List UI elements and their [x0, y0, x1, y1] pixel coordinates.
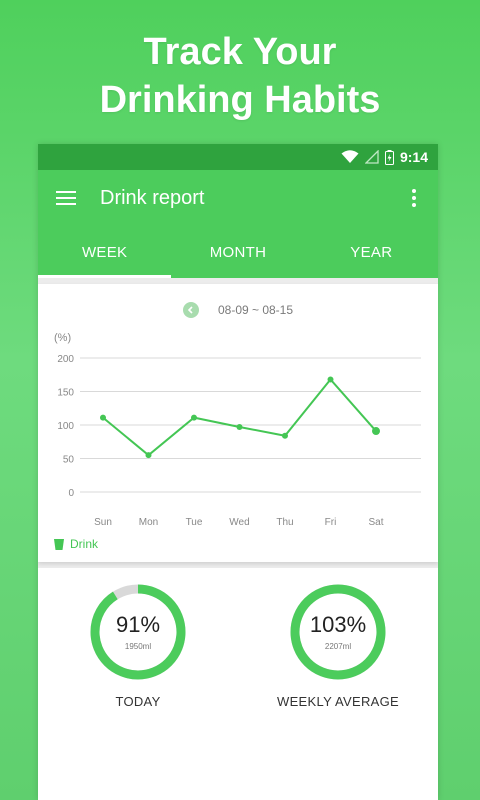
- data-point: [282, 432, 288, 439]
- promo-line-2: Drinking Habits: [99, 79, 381, 121]
- status-time: 9:14: [399, 149, 428, 165]
- x-tick-label: Fri: [325, 517, 337, 528]
- battery-icon: [384, 149, 394, 165]
- wifi-icon: [341, 150, 359, 164]
- data-point: [145, 452, 152, 459]
- x-tick-label: Mon: [139, 517, 158, 528]
- chart-legend: Drink: [54, 537, 98, 551]
- x-tick-label: Wed: [229, 517, 249, 528]
- data-point: [191, 414, 197, 421]
- more-vert-icon[interactable]: [402, 186, 426, 210]
- chevron-left-icon[interactable]: [182, 302, 199, 318]
- today-percent: 91%: [115, 612, 161, 637]
- tab-bar: WEEK MONTH YEAR: [38, 226, 438, 278]
- y-axis-unit: (%): [54, 332, 71, 344]
- today-amount: 1950ml: [124, 642, 152, 651]
- data-point: [327, 376, 334, 383]
- promo-headline: Track Your Drinking Habits: [0, 28, 480, 124]
- chart-card: 08-09 ~ 08-15 (%) 200 150 100 50 0 Sun Mon Tue We…: [38, 284, 438, 562]
- data-point: [372, 427, 380, 436]
- phone-screen: 9:14 Drink report WEEK MONTH YEAR 08-09 …: [38, 144, 438, 800]
- y-tick-label: 200: [57, 354, 74, 365]
- weekly-progress-ring: 103% 2207ml: [288, 582, 388, 682]
- tab-month[interactable]: MONTH: [209, 243, 267, 261]
- weekly-amount: 2207ml: [324, 642, 352, 651]
- today-stat: 91% 1950ml TODAY: [68, 582, 208, 709]
- app-bar: Drink report: [38, 170, 438, 226]
- today-progress-ring: 91% 1950ml: [88, 582, 188, 682]
- y-tick-label: 150: [57, 388, 74, 399]
- today-label: TODAY: [115, 694, 161, 709]
- promo-line-1: Track Your: [143, 31, 337, 73]
- data-point: [236, 424, 243, 431]
- x-tick-label: Tue: [186, 517, 203, 528]
- ring-progress-arc: [290, 584, 386, 680]
- series-line-drink: [102, 377, 377, 457]
- cup-icon: [54, 538, 64, 550]
- weekly-percent: 103%: [309, 612, 367, 637]
- drink-line-chart: (%) 200 150 100 50 0 Sun Mon Tue Wed Thu Fri Sat: [54, 332, 421, 528]
- legend-label: Drink: [70, 537, 99, 551]
- tab-week[interactable]: WEEK: [81, 243, 128, 261]
- tab-indicator: [38, 275, 171, 278]
- tab-year[interactable]: YEAR: [350, 243, 393, 261]
- signal-icon: [364, 150, 379, 164]
- ring-progress-arc: [90, 584, 186, 680]
- date-range-text: 08-09 ~ 08-15: [217, 303, 294, 317]
- date-range-selector: 08-09 ~ 08-15: [38, 302, 438, 318]
- weekly-average-stat: 103% 2207ml WEEKLY AVERAGE: [268, 582, 408, 709]
- data-point: [100, 414, 106, 421]
- x-tick-label: Sat: [368, 517, 383, 528]
- x-tick-label: Thu: [276, 517, 293, 528]
- status-bar: 9:14: [38, 144, 438, 170]
- menu-icon[interactable]: [38, 170, 94, 226]
- x-tick-label: Sun: [94, 517, 112, 528]
- y-tick-label: 50: [63, 455, 75, 466]
- y-tick-label: 100: [57, 421, 74, 432]
- stats-panel: 91% 1950ml TODAY 103% 2207ml WEEKLY AVER…: [38, 568, 438, 800]
- y-tick-label: 0: [68, 488, 74, 499]
- weekly-label: WEEKLY AVERAGE: [277, 694, 399, 709]
- app-bar-title: Drink report: [100, 186, 205, 209]
